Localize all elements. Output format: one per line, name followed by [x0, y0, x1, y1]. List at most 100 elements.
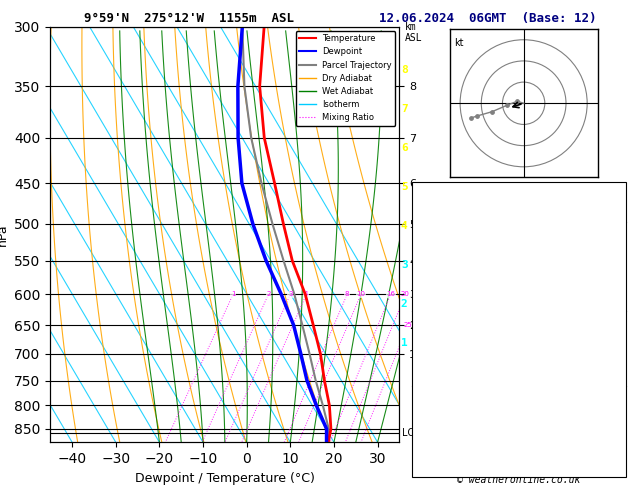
Text: 8: 8 — [401, 66, 408, 75]
Y-axis label: Mixing Ratio (g/kg): Mixing Ratio (g/kg) — [423, 182, 433, 287]
Temperature — [301, 292, 309, 297]
Text: 12: 12 — [610, 414, 622, 424]
Parcel Trajectory — [258, 180, 265, 186]
Text: 18.3: 18.3 — [597, 249, 622, 260]
Parcel Trajectory — [325, 439, 332, 445]
Text: 1: 1 — [401, 338, 408, 347]
Text: 9: 9 — [616, 287, 622, 297]
Text: θₑ (K): θₑ (K) — [416, 338, 454, 348]
Text: 8: 8 — [345, 292, 349, 297]
Parcel Trajectory — [306, 351, 313, 357]
Dewpoint — [313, 402, 320, 408]
Text: 6: 6 — [401, 143, 408, 153]
Dewpoint — [235, 135, 242, 141]
Text: 16: 16 — [386, 292, 395, 297]
Text: 10: 10 — [356, 292, 365, 297]
Text: Temp (°C): Temp (°C) — [416, 237, 472, 247]
Text: 9: 9 — [616, 363, 622, 373]
Parcel Trajectory — [269, 221, 276, 227]
Line: Parcel Trajectory: Parcel Trajectory — [242, 27, 329, 442]
Text: 3: 3 — [288, 292, 292, 297]
Parcel Trajectory — [280, 258, 287, 264]
Text: 4: 4 — [304, 292, 308, 297]
Text: kt: kt — [454, 37, 464, 48]
Text: 1: 1 — [616, 275, 622, 285]
Text: EH: EH — [416, 401, 428, 411]
Text: 5: 5 — [616, 439, 622, 449]
Parcel Trajectory — [238, 24, 246, 30]
X-axis label: Dewpoint / Temperature (°C): Dewpoint / Temperature (°C) — [135, 471, 314, 485]
Point — [512, 97, 522, 105]
Text: © weatheronline.co.uk: © weatheronline.co.uk — [457, 475, 581, 485]
Text: 4.16: 4.16 — [597, 211, 622, 222]
Text: 25: 25 — [404, 322, 413, 328]
Text: 346: 346 — [603, 262, 622, 272]
Point — [465, 114, 476, 122]
Text: Totals Totals: Totals Totals — [416, 199, 497, 209]
Text: 1: 1 — [231, 292, 235, 297]
Temperature — [260, 135, 268, 141]
Text: StmSpd (kt): StmSpd (kt) — [416, 439, 484, 449]
Temperature — [309, 322, 317, 328]
Text: 252°: 252° — [597, 426, 622, 436]
Point — [487, 108, 497, 116]
Parcel Trajectory — [241, 83, 248, 89]
Text: 2: 2 — [266, 292, 270, 297]
Point — [472, 112, 482, 120]
Temperature — [280, 221, 287, 227]
Dewpoint — [277, 292, 285, 297]
Text: 7: 7 — [401, 104, 408, 114]
Text: StmDir: StmDir — [416, 426, 454, 436]
Text: km
ASL: km ASL — [404, 22, 422, 43]
Parcel Trajectory — [299, 322, 306, 328]
Text: Surface: Surface — [497, 224, 541, 234]
Line: Dewpoint: Dewpoint — [238, 27, 326, 442]
Temperature — [325, 439, 332, 445]
Legend: Temperature, Dewpoint, Parcel Trajectory, Dry Adiabat, Wet Adiabat, Isotherm, Mi: Temperature, Dewpoint, Parcel Trajectory… — [296, 31, 395, 125]
Text: 3: 3 — [401, 260, 408, 270]
Text: 9°59'N  275°12'W  1155m  ASL: 9°59'N 275°12'W 1155m ASL — [84, 12, 294, 25]
Dewpoint — [238, 24, 246, 30]
Text: 346: 346 — [603, 338, 622, 348]
Y-axis label: hPa: hPa — [0, 223, 9, 246]
Dewpoint — [323, 426, 330, 432]
Text: Most Unstable: Most Unstable — [478, 312, 560, 323]
Text: 9: 9 — [616, 401, 622, 411]
Text: 886: 886 — [603, 325, 622, 335]
Text: Dewp (°C): Dewp (°C) — [416, 249, 472, 260]
Temperature — [326, 402, 333, 408]
Text: Lifted Index: Lifted Index — [416, 275, 491, 285]
Dewpoint — [303, 378, 311, 383]
Text: CAPE (J): CAPE (J) — [416, 287, 465, 297]
Text: 1: 1 — [616, 300, 622, 310]
Text: 4: 4 — [401, 221, 408, 231]
Text: Hodograph: Hodograph — [491, 388, 547, 399]
Text: 1: 1 — [616, 350, 622, 361]
Parcel Trajectory — [325, 426, 333, 432]
Text: PW (cm): PW (cm) — [416, 211, 460, 222]
Dewpoint — [262, 258, 270, 264]
Text: 1: 1 — [616, 376, 622, 386]
Text: θₑ(K): θₑ(K) — [416, 262, 447, 272]
Temperature — [316, 351, 324, 357]
Temperature — [327, 426, 335, 432]
Text: 18.7: 18.7 — [597, 237, 622, 247]
Parcel Trajectory — [319, 402, 326, 408]
Dewpoint — [238, 180, 246, 186]
Dewpoint — [290, 322, 298, 328]
Text: 40: 40 — [610, 199, 622, 209]
Point — [502, 102, 512, 109]
Text: SREH: SREH — [416, 414, 441, 424]
Text: Lifted Index: Lifted Index — [416, 350, 491, 361]
Dewpoint — [323, 439, 330, 445]
Text: K: K — [416, 186, 422, 196]
Dewpoint — [234, 83, 242, 89]
Text: 12.06.2024  06GMT  (Base: 12): 12.06.2024 06GMT (Base: 12) — [379, 12, 596, 25]
Text: LCL: LCL — [401, 428, 420, 438]
Temperature — [271, 180, 279, 186]
Text: CIN (J): CIN (J) — [416, 376, 460, 386]
Text: CIN (J): CIN (J) — [416, 300, 460, 310]
Parcel Trajectory — [247, 135, 255, 141]
Text: 20: 20 — [401, 292, 410, 297]
Text: 36: 36 — [610, 186, 622, 196]
